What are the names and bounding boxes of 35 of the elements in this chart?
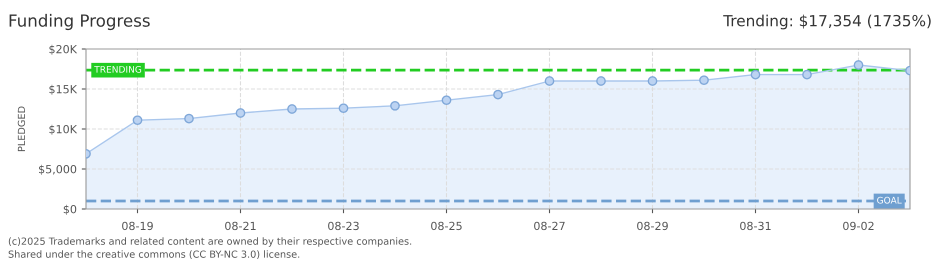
chart-subtitle: Trending: $17,354 (1735%) xyxy=(723,14,931,30)
x-tick-label: 08-27 xyxy=(534,222,565,230)
point xyxy=(390,100,400,111)
y-tick-label: $5,000 xyxy=(39,164,76,175)
point xyxy=(287,104,297,114)
text: Shared under the creative commons (CC BY-NC 3.0) license. xyxy=(8,250,300,259)
y-tick-label: $0 xyxy=(64,204,76,215)
point xyxy=(750,70,760,80)
point xyxy=(802,70,812,80)
x-tick-label: 08-19 xyxy=(122,222,153,230)
text: (c)2025 Trademarks and related content are owned by their respective companies. xyxy=(8,237,412,247)
ref-line-label: TRENDING xyxy=(94,66,142,73)
x-tick-label: 08-23 xyxy=(328,222,359,230)
y-tick-label: $10K xyxy=(49,124,78,135)
point xyxy=(596,76,606,86)
point xyxy=(132,115,142,126)
x-tick-label: 08-31 xyxy=(740,222,771,230)
point xyxy=(544,76,554,86)
y-tick-label: $20K xyxy=(49,44,78,55)
y-tick-label: $15K xyxy=(49,84,78,95)
point xyxy=(493,90,503,100)
point xyxy=(648,76,658,86)
point xyxy=(338,103,348,114)
point xyxy=(699,75,709,86)
x-tick-label: 09-02 xyxy=(843,222,874,230)
point xyxy=(442,95,452,106)
point xyxy=(854,60,864,70)
chart-title: Funding Progress xyxy=(10,14,150,30)
point xyxy=(184,114,194,124)
point xyxy=(236,108,246,118)
x-tick-label: 08-21 xyxy=(225,222,256,230)
x-tick-label: 08-25 xyxy=(431,222,462,230)
y-axis-title: PLEDGED xyxy=(18,106,26,152)
x-tick-label: 08-29 xyxy=(637,222,668,230)
ref-line-label: GOAL xyxy=(877,196,902,204)
